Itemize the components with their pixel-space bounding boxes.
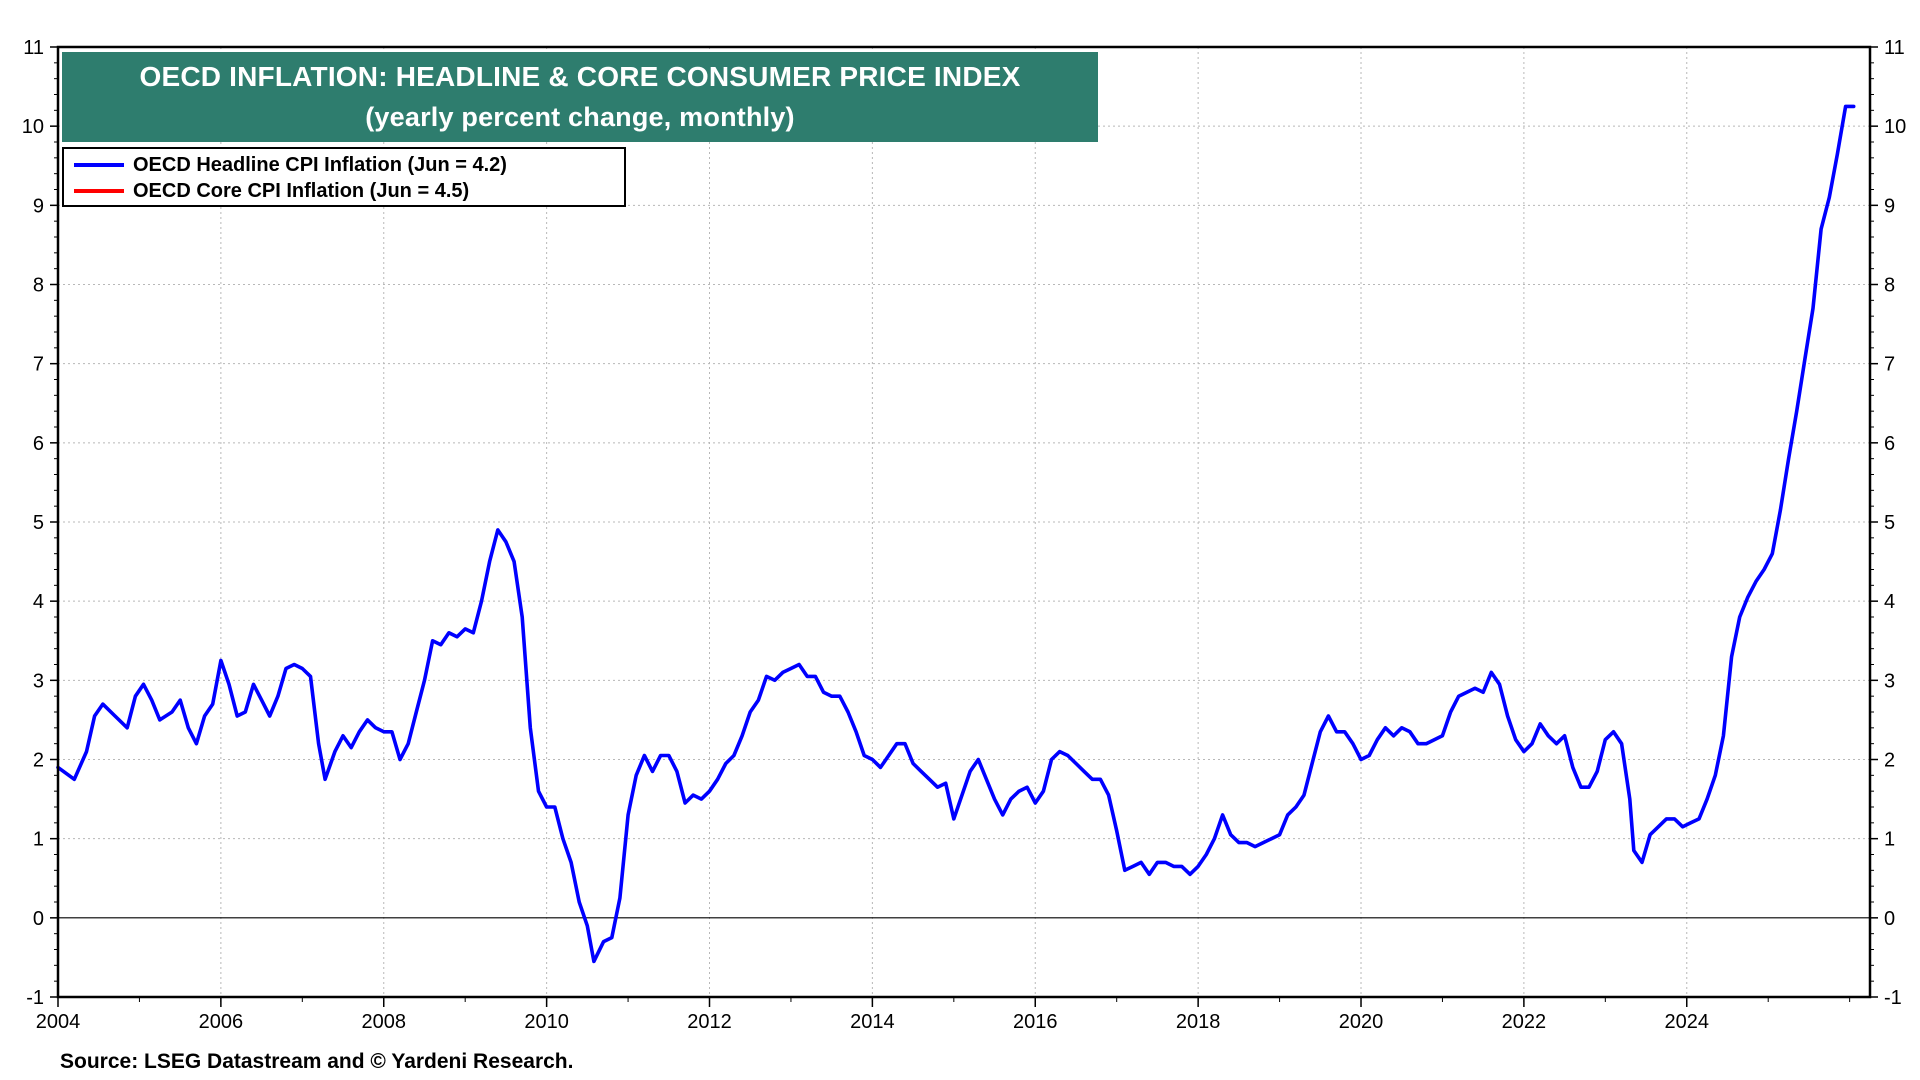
legend-swatch-headline (74, 163, 124, 167)
x-tick-label: 2010 (524, 1011, 569, 1033)
y-tick-label-left: 3 (33, 670, 44, 692)
legend-swatch-core (74, 189, 124, 193)
y-tick-label-left: 4 (33, 591, 44, 613)
x-tick-label: 2006 (199, 1011, 244, 1033)
y-tick-label-right: 2 (1884, 750, 1895, 772)
x-tick-label: 2018 (1176, 1011, 1221, 1033)
legend-item-core: OECD Core CPI Inflation (Jun = 4.5) (74, 178, 469, 204)
y-tick-label-left: 10 (22, 116, 44, 138)
legend-label-core: OECD Core CPI Inflation (Jun = 4.5) (133, 179, 470, 202)
x-tick-label: 2012 (687, 1011, 732, 1033)
tick-layer (50, 46, 1878, 1007)
source-note: Source: LSEG Datastream and © Yardeni Re… (60, 1050, 574, 1073)
y-tick-label-right: 1 (1884, 829, 1895, 851)
x-tick-label: 2008 (362, 1011, 407, 1033)
y-tick-label-right: 3 (1884, 670, 1895, 692)
y-tick-label-left: 1 (33, 829, 44, 851)
x-tick-label: 2022 (1502, 1011, 1547, 1033)
legend-item-headline: OECD Headline CPI Inflation (Jun = 4.2) (74, 152, 507, 178)
y-tick-label-right: 5 (1884, 512, 1895, 534)
chart-title-box: OECD INFLATION: HEADLINE & CORE CONSUMER… (62, 52, 1098, 142)
x-tick-label: 2024 (1665, 1011, 1710, 1033)
y-tick-label-left: 8 (33, 275, 44, 297)
y-tick-label-left: 2 (33, 750, 44, 772)
x-tick-label: 2004 (36, 1011, 81, 1033)
y-tick-label-left: 6 (33, 433, 44, 455)
y-tick-label-right: 7 (1884, 354, 1895, 376)
y-tick-label-right: 10 (1884, 116, 1906, 138)
y-tick-label-left: 7 (33, 354, 44, 376)
y-tick-label-right: 11 (1884, 37, 1905, 59)
y-tick-label-left: 11 (23, 37, 44, 59)
y-tick-label-right: -1 (1884, 987, 1902, 1009)
y-tick-label-left: 0 (33, 908, 44, 930)
y-tick-label-right: 4 (1884, 591, 1895, 613)
legend: OECD Headline CPI Inflation (Jun = 4.2) … (62, 147, 626, 207)
x-tick-label: 2014 (850, 1011, 895, 1033)
y-tick-label-left: 5 (33, 512, 44, 534)
x-tick-label: 2020 (1339, 1011, 1384, 1033)
chart-subtitle: (yearly percent change, monthly) (365, 102, 795, 132)
y-tick-label-right: 8 (1884, 275, 1895, 297)
y-tick-label-right: 9 (1884, 195, 1895, 217)
chart-title: OECD INFLATION: HEADLINE & CORE CONSUMER… (139, 61, 1021, 92)
y-tick-label-right: 6 (1884, 433, 1895, 455)
series-line-headline (56, 104, 1856, 964)
y-tick-label-left: 9 (33, 195, 44, 217)
x-tick-label: 2016 (1013, 1011, 1058, 1033)
y-tick-label-left: -1 (26, 987, 44, 1009)
legend-label-headline: OECD Headline CPI Inflation (Jun = 4.2) (133, 153, 507, 176)
series-layer (56, 104, 1856, 964)
y-tick-label-right: 0 (1884, 908, 1895, 930)
